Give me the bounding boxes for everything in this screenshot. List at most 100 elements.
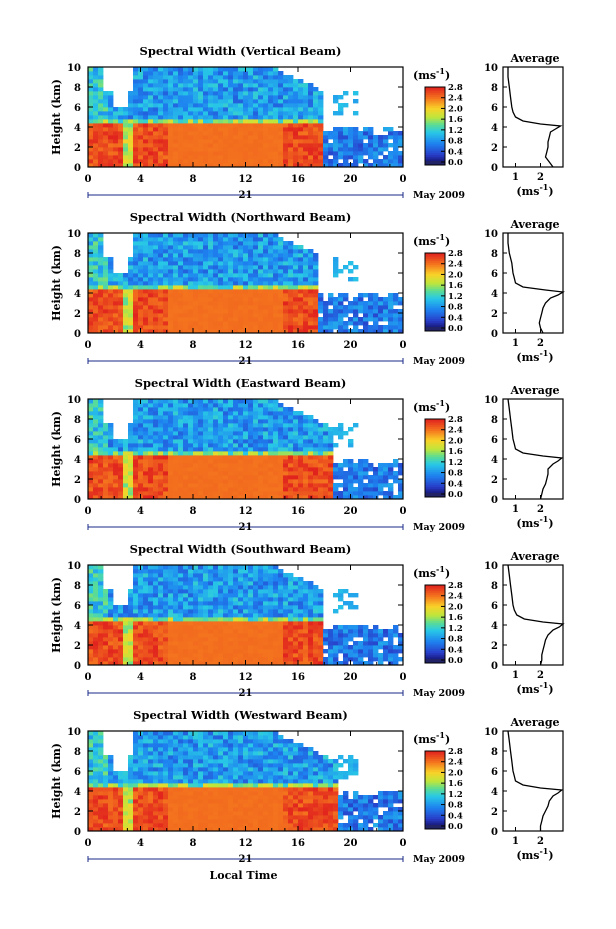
heatmap-cell (123, 139, 129, 144)
heatmap-cell (153, 637, 159, 642)
heatmap-cell (173, 241, 179, 246)
heatmap-cell (288, 79, 294, 84)
heatmap-cell (133, 609, 139, 614)
heatmap-cell (298, 159, 304, 164)
heatmap-cell (118, 609, 124, 614)
colorbar-tick-label: 0.8 (448, 469, 463, 479)
heatmap-cell (108, 423, 114, 428)
heatmap-cell (103, 277, 109, 282)
heatmap-cell (148, 411, 154, 416)
heatmap-cell (248, 617, 254, 622)
heatmap-cell (263, 91, 269, 96)
heatmap-cell (233, 637, 239, 642)
heatmap-cell (138, 625, 144, 630)
heatmap-cell (188, 657, 194, 662)
heatmap-cell (98, 317, 104, 322)
heatmap-cell (108, 95, 114, 100)
heatmap-cell (163, 661, 169, 666)
colorbar-segment (425, 458, 445, 461)
heatmap-cell (203, 625, 209, 630)
heatmap-cell (263, 119, 269, 124)
heatmap-cell (153, 589, 159, 594)
heatmap-cell (203, 245, 209, 250)
heatmap-cell (253, 625, 259, 630)
heatmap-cell (143, 399, 149, 404)
heatmap-cell (168, 487, 174, 492)
colorbar-segment (425, 135, 445, 139)
heatmap-cell (183, 593, 189, 598)
heatmap-cell (253, 637, 259, 642)
heatmap-cell (178, 127, 184, 132)
heatmap-cell (103, 427, 109, 432)
heatmap-cell (198, 147, 204, 152)
heatmap-cell (168, 483, 174, 488)
heatmap-cell (163, 443, 169, 448)
heatmap-cell (148, 95, 154, 100)
heatmap-cell (173, 451, 179, 456)
heatmap-cell (283, 139, 289, 144)
heatmap-cell (253, 71, 259, 76)
heatmap-cell (193, 289, 199, 294)
heatmap-cell (303, 435, 309, 440)
heatmap-cell (378, 309, 384, 314)
heatmap-cell (173, 301, 179, 306)
heatmap-cell (248, 565, 254, 570)
heatmap-cell (193, 99, 199, 104)
heatmap-cell (88, 253, 94, 258)
heatmap-cell (243, 427, 249, 432)
heatmap-cell (313, 285, 319, 290)
heatmap-cell (228, 253, 234, 258)
colorbar-segment (425, 254, 445, 258)
heatmap-cell (218, 427, 224, 432)
heatmap-cell (213, 285, 219, 290)
heatmap-cell (268, 95, 274, 100)
heatmap-cell (168, 257, 174, 262)
heatmap-cell (203, 253, 209, 258)
heatmap-cell (253, 475, 259, 480)
heatmap-cell (213, 71, 219, 76)
heatmap-cell (193, 483, 199, 488)
heatmap-cell (143, 143, 149, 148)
heatmap-cell (283, 253, 289, 258)
heatmap-cell (193, 439, 199, 444)
heatmap-cell (193, 451, 199, 456)
heatmap-cell (193, 309, 199, 314)
heatmap-cell (123, 605, 129, 610)
heatmap-cell (253, 293, 259, 298)
heatmap-cell (393, 329, 399, 334)
heatmap-cell (173, 415, 179, 420)
heatmap-cell (298, 131, 304, 136)
heatmap-cell (243, 305, 249, 310)
heatmap-cell (238, 597, 244, 602)
heatmap-cell (243, 633, 249, 638)
heatmap-cell (243, 439, 249, 444)
heatmap-cell (228, 241, 234, 246)
heatmap-cell (153, 329, 159, 334)
heatmap-cell (248, 163, 254, 168)
heatmap-cell (243, 629, 249, 634)
heatmap-cell (213, 649, 219, 654)
heatmap-cell (213, 467, 219, 472)
heatmap-cell (128, 479, 134, 484)
heatmap-cell (338, 475, 344, 480)
heatmap-cell (128, 309, 134, 314)
heatmap-cell (118, 289, 124, 294)
heatmap-cell (128, 151, 134, 156)
heatmap-cell (303, 139, 309, 144)
heatmap-cell (123, 613, 129, 618)
heatmap-cell (123, 111, 129, 116)
heatmap-cell (348, 463, 354, 468)
heatmap-cell (383, 309, 389, 314)
heatmap-cell (148, 289, 154, 294)
heatmap-cell (148, 621, 154, 626)
heatmap-cell (188, 233, 194, 238)
heatmap-cell (148, 495, 154, 500)
heatmap-cell (208, 569, 214, 574)
heatmap-cell (218, 621, 224, 626)
x-tick-label: 4 (137, 340, 144, 351)
heatmap-cell (148, 249, 154, 254)
heatmap-cell (338, 139, 344, 144)
colorbar-floor (425, 327, 445, 331)
heatmap-cell (153, 605, 159, 610)
